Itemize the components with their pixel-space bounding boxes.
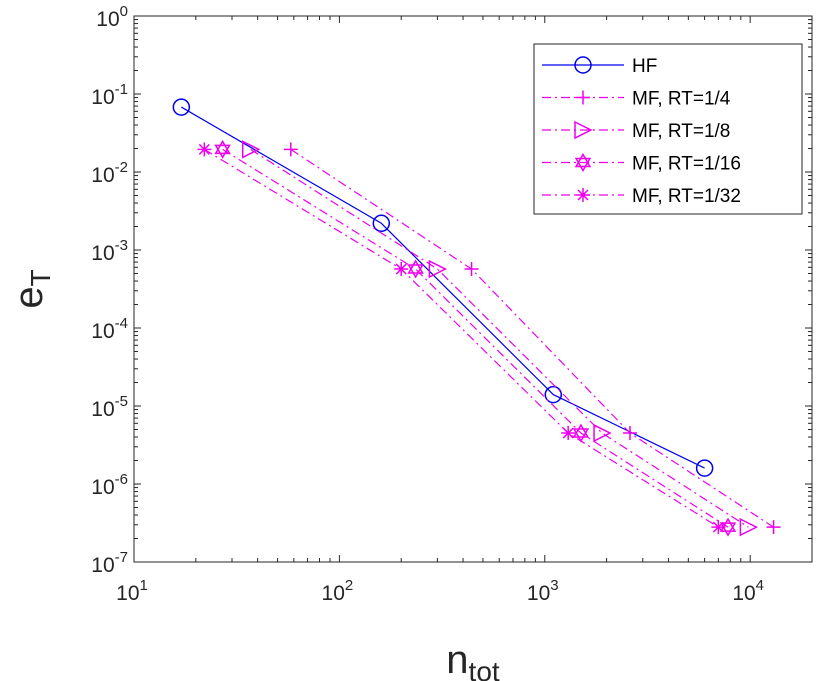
series-line — [250, 148, 749, 528]
legend-marker — [574, 153, 592, 172]
legend-label: HF — [632, 56, 657, 77]
y-tick-label: 10-2 — [91, 159, 128, 187]
legend-entry: MF, RT=1/4 — [542, 89, 731, 110]
data-point — [407, 259, 424, 279]
series-1 — [283, 142, 781, 535]
series-line — [222, 148, 729, 528]
data-point — [561, 426, 576, 441]
series-line — [204, 148, 719, 528]
y-tick-label: 10-3 — [91, 237, 128, 265]
data-point — [739, 517, 759, 537]
x-tick-label: 102 — [322, 577, 354, 605]
legend-marker — [576, 188, 590, 202]
data-point — [394, 262, 409, 277]
y-tick-label: 10-5 — [91, 393, 128, 421]
y-tick-label: 10-4 — [91, 315, 128, 343]
y-axis-label: eT — [7, 269, 56, 308]
y-tick-label: 10-1 — [91, 81, 128, 109]
axes-layer: 101 102 103 104 100 10-1 10-2 10-3 10-4 10-5 10-6 1… — [7, 3, 813, 681]
data-point — [464, 262, 479, 277]
y-tick-label: 100 — [96, 3, 128, 31]
x-axis-label: ntot — [446, 638, 500, 681]
series-layer — [172, 98, 781, 537]
legend-label: MF, RT=1/16 — [632, 154, 741, 175]
x-tick-label: 104 — [732, 577, 764, 605]
legend-label: MF, RT=1/32 — [632, 186, 741, 207]
data-point — [593, 423, 612, 443]
series-line — [290, 148, 774, 528]
legend-marker — [574, 120, 593, 140]
data-point — [241, 140, 261, 159]
data-point — [197, 142, 212, 157]
data-point — [372, 214, 391, 233]
y-tick-label: 10-7 — [91, 549, 128, 577]
data-point — [172, 98, 191, 116]
data-point — [719, 517, 737, 537]
data-point — [572, 423, 590, 443]
data-point — [695, 459, 714, 477]
data-point — [214, 139, 231, 159]
legend-marker — [576, 90, 590, 105]
legend-label: MF, RT=1/8 — [632, 121, 730, 142]
legend-entry: MF, RT=1/8 — [542, 120, 730, 142]
y-tick-label: 10-6 — [91, 471, 128, 499]
series-2 — [241, 140, 759, 537]
legend-entry: MF, RT=1/32 — [542, 186, 741, 207]
series-3 — [214, 139, 737, 537]
data-point — [623, 426, 638, 441]
legend-marker — [574, 56, 592, 74]
data-point — [766, 520, 781, 535]
legend-entry: MF, RT=1/16 — [542, 153, 741, 175]
data-point — [428, 259, 448, 279]
x-tick-label: 101 — [116, 577, 148, 605]
plot-frame — [133, 15, 813, 563]
data-point — [711, 520, 726, 535]
x-tick-label: 103 — [527, 577, 559, 605]
data-point — [544, 385, 563, 404]
legend: HF MF, RT=1/4 MF, RT=1/8 MF, RT=1/16 MF, RT=… — [533, 43, 803, 215]
data-point — [283, 142, 298, 157]
series-4 — [197, 142, 726, 535]
legend-entry: HF — [542, 56, 657, 77]
legend-label: MF, RT=1/4 — [632, 89, 731, 110]
